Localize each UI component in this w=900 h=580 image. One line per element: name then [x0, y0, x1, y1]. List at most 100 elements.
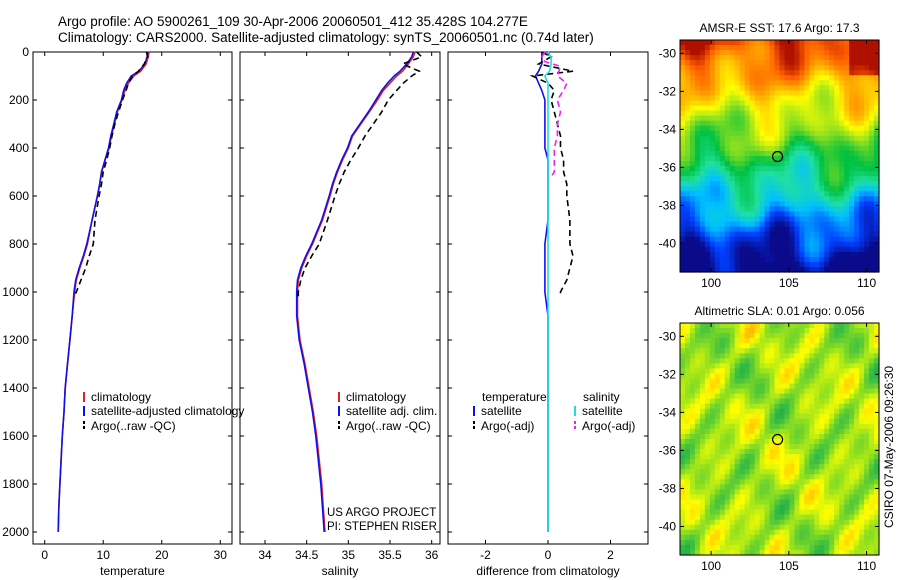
map-cell — [734, 120, 741, 127]
map-cell — [734, 464, 741, 470]
map-cell — [714, 196, 721, 202]
map-cell — [749, 261, 756, 268]
map-cell — [699, 459, 706, 465]
map-cell — [794, 484, 800, 491]
map-cell — [764, 544, 771, 551]
map-cell — [814, 338, 820, 344]
map-cell — [684, 454, 691, 460]
map-cell — [704, 105, 711, 112]
map-cell — [874, 166, 880, 172]
map-cell — [689, 196, 696, 202]
map-cell — [789, 358, 796, 364]
map-cell — [694, 338, 701, 344]
map-cell — [784, 519, 791, 526]
map-cell — [824, 403, 830, 410]
map-cell — [774, 529, 781, 536]
map-cell — [874, 206, 880, 213]
map-cell — [834, 368, 840, 375]
map-cell — [764, 120, 771, 127]
header-line-2: Climatology: CARS2000. Satellite-adjuste… — [58, 30, 594, 45]
map-cell — [859, 201, 865, 208]
map-cell — [859, 449, 865, 455]
map-cell — [759, 459, 766, 465]
map-cell — [824, 246, 830, 253]
map-cell — [719, 120, 726, 127]
map-cell — [839, 216, 845, 223]
map-cell — [719, 70, 726, 76]
map-cell — [719, 226, 726, 233]
map-cell — [704, 494, 711, 501]
map-cell — [729, 494, 736, 501]
map-cell — [769, 549, 776, 556]
map-cell — [864, 45, 870, 51]
map-cell — [854, 40, 860, 46]
map-cell — [729, 328, 736, 334]
map-cell — [769, 378, 776, 385]
map-cell — [739, 338, 746, 344]
map-cell — [864, 120, 870, 127]
map-cell — [839, 358, 845, 364]
map-cell — [829, 115, 835, 122]
map-cell — [759, 529, 766, 536]
map-cell — [699, 544, 706, 551]
map-cell — [839, 534, 845, 541]
map-cell — [864, 80, 870, 86]
map-cell — [759, 408, 766, 415]
map-cell — [769, 388, 776, 395]
map-cell — [769, 176, 776, 182]
map-cell — [849, 186, 855, 192]
map-cell — [834, 75, 840, 81]
map-cell — [714, 333, 721, 339]
map-cell — [859, 211, 865, 218]
map-cell — [754, 338, 761, 344]
map-cell — [814, 130, 820, 137]
map-cell — [864, 474, 870, 480]
map-cell — [784, 373, 791, 380]
map-cell — [794, 201, 800, 208]
map-cell — [769, 514, 776, 521]
map-cell — [854, 206, 860, 213]
map-cell — [754, 60, 761, 66]
map-cell — [754, 85, 761, 92]
map-cell — [739, 428, 746, 435]
map-cell — [864, 348, 870, 354]
map-cell — [834, 130, 840, 137]
map-cell — [689, 90, 696, 97]
map-cell — [709, 246, 716, 253]
map-cell — [784, 70, 791, 76]
map-cell — [784, 105, 791, 112]
map-cell — [804, 494, 810, 501]
map-cell — [734, 494, 741, 501]
map-cell — [729, 444, 736, 450]
map-cell — [799, 115, 805, 122]
map-cell — [869, 55, 875, 61]
map-cell — [689, 40, 696, 46]
map-cell — [729, 373, 736, 380]
map-cell — [874, 383, 880, 390]
map-cell — [739, 100, 746, 107]
map-cell — [769, 135, 776, 142]
map-cell — [709, 408, 716, 415]
map-cell — [849, 161, 855, 167]
map-cell — [854, 80, 860, 86]
map-cell — [754, 50, 761, 56]
map-cell — [834, 85, 840, 92]
map-cell — [734, 449, 741, 455]
map-cell — [809, 140, 815, 147]
map-cell — [729, 428, 736, 435]
map-cell — [849, 135, 855, 142]
map-cell — [724, 110, 731, 117]
map-cell — [859, 373, 865, 380]
map-cell — [694, 266, 701, 273]
map-cell — [794, 75, 800, 81]
map-cell — [684, 474, 691, 480]
map-cell — [844, 231, 850, 238]
map-cell — [754, 489, 761, 496]
map-cell — [774, 65, 781, 71]
map-cell — [859, 484, 865, 491]
map-cell — [714, 206, 721, 213]
map-cell — [744, 549, 751, 556]
map-cell — [709, 519, 716, 526]
map-cell — [784, 398, 791, 405]
map-cell — [709, 226, 716, 233]
